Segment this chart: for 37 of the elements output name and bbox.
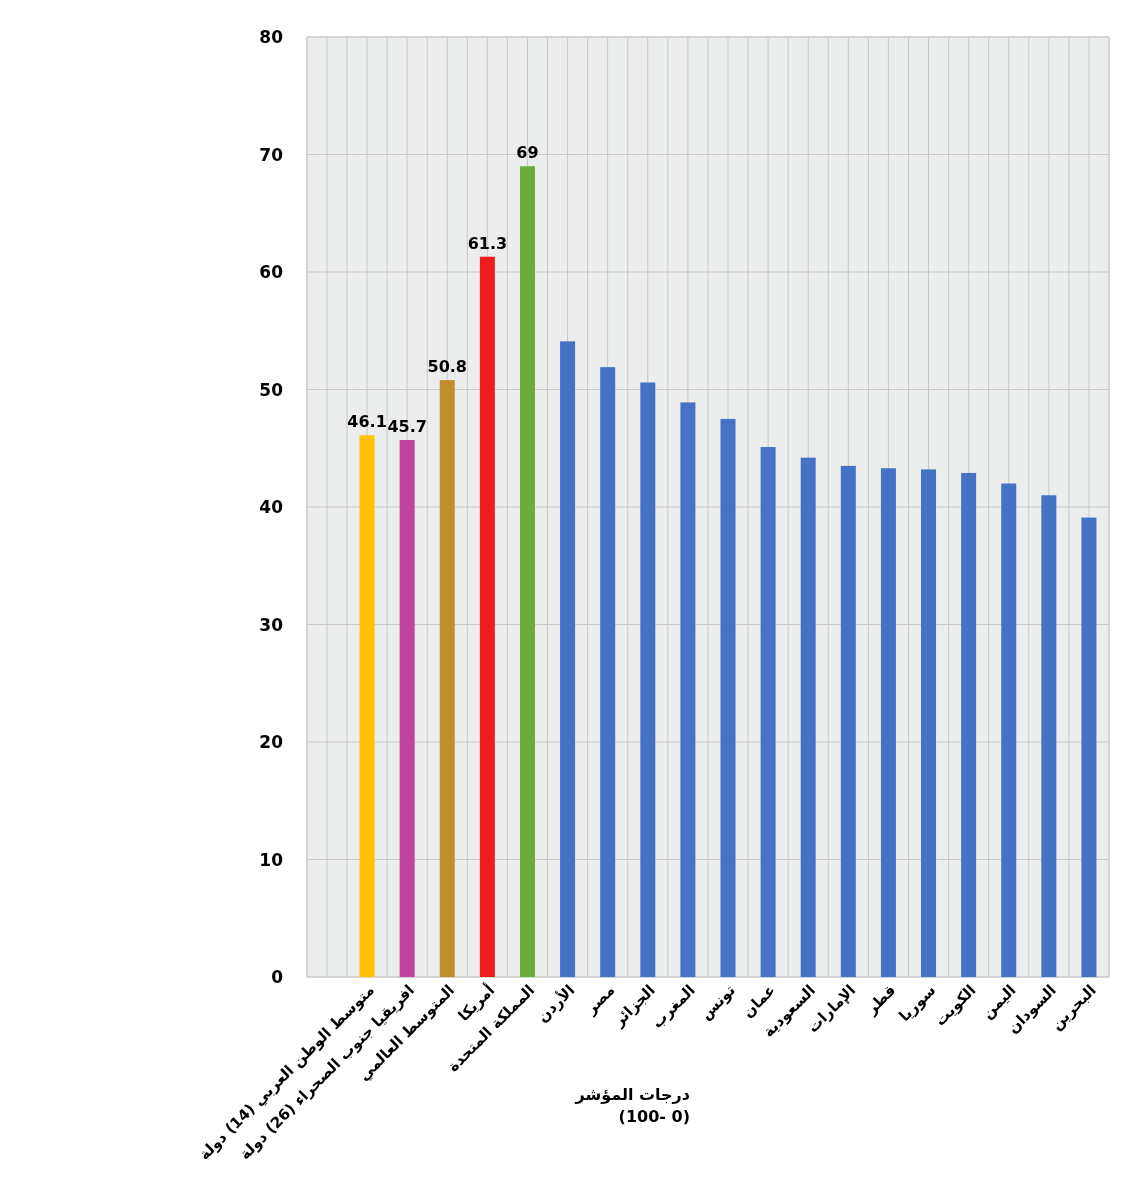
bar <box>961 472 977 977</box>
bar <box>840 465 856 977</box>
y-tick-label: 60 <box>259 262 284 282</box>
bar <box>720 418 736 977</box>
bar <box>519 166 535 977</box>
bar <box>640 382 656 977</box>
x-tick-label: مصر <box>581 981 619 1019</box>
bar <box>399 440 415 977</box>
y-tick-label: 30 <box>259 614 284 635</box>
bar <box>359 435 375 977</box>
bar <box>560 341 576 977</box>
bar <box>439 380 455 977</box>
y-tick-label: 40 <box>259 497 284 517</box>
bar <box>921 469 937 977</box>
y-tick-label: 10 <box>259 849 284 870</box>
bar <box>800 457 816 977</box>
bar <box>760 447 776 977</box>
bar <box>880 468 896 977</box>
x-tick-label: تونس <box>696 981 739 1024</box>
x-tick-label: سوريا <box>895 981 940 1025</box>
y-tick-label: 50 <box>259 379 284 400</box>
bar <box>600 367 616 977</box>
bar <box>680 402 696 977</box>
data-label: 46.1 <box>347 412 387 432</box>
data-label: 50.8 <box>427 357 468 377</box>
y-tick-label: 80 <box>259 27 284 47</box>
x-tick-label: الأردن <box>533 981 579 1026</box>
data-label: 45.7 <box>387 417 427 437</box>
y-tick-label: 0 <box>271 967 284 987</box>
y-tick-label: 20 <box>259 732 284 752</box>
bar <box>1001 483 1017 977</box>
bar <box>479 256 495 977</box>
bar <box>1041 495 1057 977</box>
y-tick-label: 70 <box>259 144 284 165</box>
data-label: 61.3 <box>467 233 508 253</box>
data-label: 69 <box>516 143 539 163</box>
bar <box>1081 517 1097 977</box>
